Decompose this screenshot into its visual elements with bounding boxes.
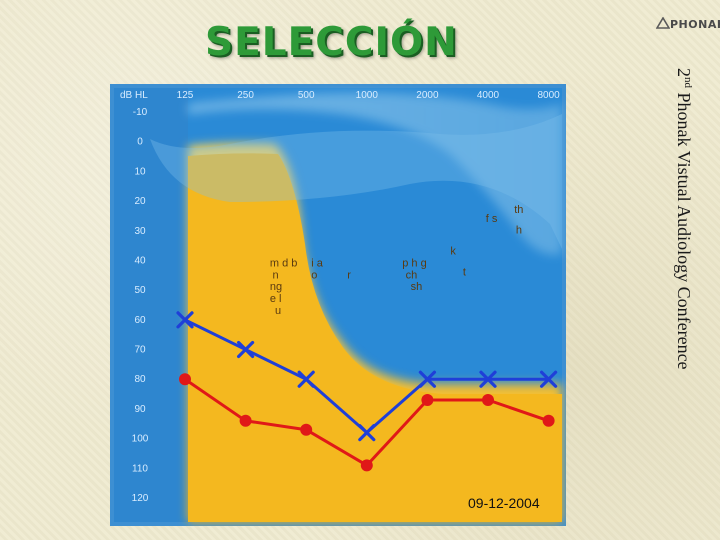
data-point-circle-marker (421, 394, 434, 407)
y-tick-label-120: 120 (132, 493, 149, 504)
x-tick-label-125: 125 (177, 90, 194, 101)
x-tick-label-1000: 1000 (356, 90, 379, 101)
speech-banana-glow (188, 92, 562, 255)
speech-sound-label: th (514, 204, 523, 216)
y-tick-label-80: 80 (134, 374, 146, 385)
y-tick-label-0: 0 (137, 137, 143, 148)
y-axis-label: dB HL (120, 90, 148, 101)
x-tick-label-4000: 4000 (477, 90, 500, 101)
data-point-x-marker (297, 370, 315, 388)
y-axis-strip (114, 88, 188, 522)
speech-sound-label: k (450, 246, 456, 258)
y-tick-label-neg10: -10 (133, 107, 148, 118)
data-point-x-marker (479, 370, 497, 388)
speech-banana (150, 114, 562, 249)
x-tick-label-8000: 8000 (537, 90, 560, 101)
y-tick-label-100: 100 (132, 434, 149, 445)
y-tick-label-110: 110 (132, 463, 148, 474)
data-point-x-marker (418, 370, 436, 388)
data-point-x-marker (176, 311, 194, 329)
y-tick-label-70: 70 (134, 345, 146, 356)
speech-sound-label: ch (406, 269, 418, 281)
data-point-circle-marker (300, 423, 313, 436)
y-tick-label-60: 60 (134, 315, 146, 326)
speech-sound-label: h (516, 225, 522, 237)
conference-ordinal: 2 (674, 68, 694, 77)
conference-name: 2nd Phonak Vistual Audiology Conference (674, 68, 700, 502)
data-point-circle-marker (542, 414, 555, 427)
x-axis-ticks: 125 250 500 1000 2000 4000 8000 (177, 90, 561, 101)
data-point-x-marker (237, 340, 255, 359)
speech-sound-label: i a (311, 257, 324, 269)
data-point-circle-marker (179, 373, 191, 386)
y-tick-label-20: 20 (134, 196, 146, 207)
speech-sound-label: p h g (402, 257, 426, 269)
speech-sound-label: f s (486, 213, 498, 225)
speech-sound-label: r (347, 269, 351, 281)
speech-sound-label: ng (270, 281, 282, 293)
audible-region (188, 153, 562, 522)
speech-sound-label: u (275, 305, 281, 317)
speech-sound-label: m d b (270, 257, 298, 269)
audiogram-chart: 125 250 500 1000 2000 4000 8000 -10 0 10 20 30 40 50… (110, 84, 566, 526)
y-tick-label-40: 40 (134, 255, 146, 266)
data-point-x-marker (540, 370, 558, 388)
data-point-circle-marker (360, 459, 373, 472)
speech-sound-label: sh (411, 281, 423, 293)
y-tick-label-30: 30 (134, 226, 146, 237)
speech-sound-label: o (311, 269, 317, 281)
x-tick-label-500: 500 (298, 90, 315, 101)
data-point-circle-marker (482, 394, 494, 407)
y-axis-ticks: -10 0 10 20 30 40 50 60 70 80 90 100 110 120 (132, 107, 149, 504)
conference-ordinal-suffix: nd (682, 77, 694, 88)
phonak-logo: PHONAK (656, 14, 720, 34)
date-label: 09-12-2004 (468, 495, 540, 511)
speech-sound-label: n (272, 269, 278, 281)
y-tick-label-10: 10 (134, 166, 146, 177)
conference-title: Phonak Vistual Audiology Conference (674, 92, 694, 370)
y-tick-label-50: 50 (134, 285, 146, 296)
phonak-logo-icon (656, 17, 670, 29)
x-tick-label-250: 250 (237, 90, 254, 101)
slide-title: SELECCIÓN (205, 20, 458, 65)
y-tick-label-90: 90 (134, 404, 146, 415)
data-point-circle-marker (239, 414, 252, 427)
conference-side-banner: 2nd Phonak Vistual Audiology Conference (674, 68, 700, 502)
speech-sound-label: t (463, 266, 466, 278)
x-tick-label-2000: 2000 (416, 90, 439, 101)
audiogram-series (176, 311, 558, 472)
phonak-logo-text: PHONAK (670, 18, 720, 31)
data-point-x-marker (358, 424, 376, 442)
speech-sound-label: e l (270, 293, 282, 305)
